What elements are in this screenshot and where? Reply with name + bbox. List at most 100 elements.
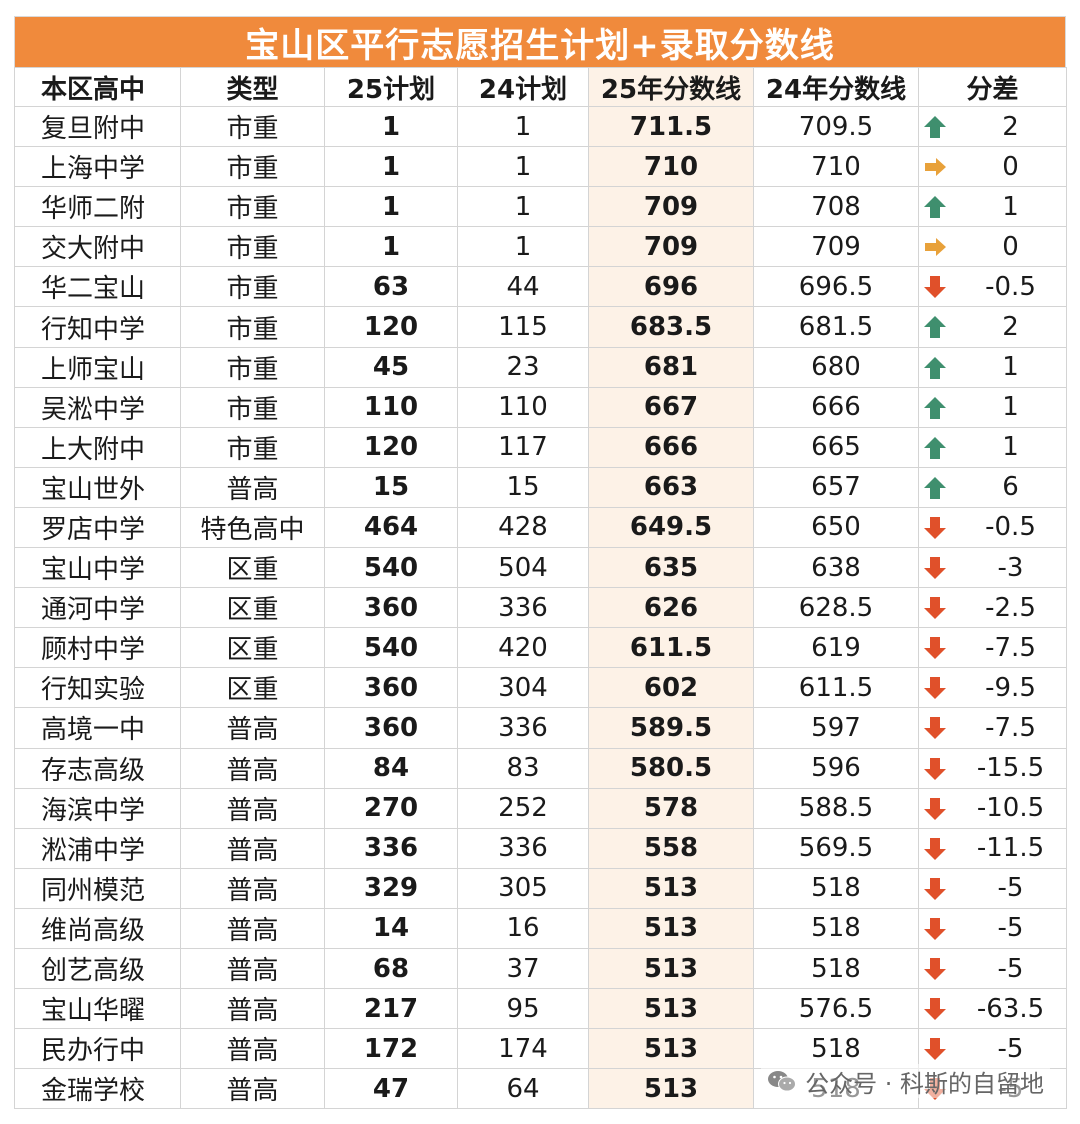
- score-diff-value: -2.5: [985, 592, 1036, 623]
- score-2025: 709: [588, 186, 754, 228]
- score-2025: 666: [588, 426, 754, 468]
- score-diff: -10.5: [918, 787, 1067, 829]
- plan-2025: 47: [324, 1068, 458, 1110]
- school-type: 普高: [180, 947, 325, 990]
- score-diff: 2: [918, 105, 1067, 148]
- score-diff: -0.5: [918, 266, 1067, 308]
- plan-2025: 360: [324, 587, 458, 629]
- score-2025: 709: [588, 226, 754, 268]
- score-diff-value: 0: [1002, 151, 1019, 182]
- school-type: 市重: [180, 346, 325, 388]
- school-name: 高境一中: [14, 707, 181, 749]
- header-plan24: 24计划: [457, 67, 589, 107]
- school-type: 普高: [180, 988, 325, 1030]
- plan-2025: 360: [324, 707, 458, 749]
- score-2024: 518: [753, 867, 919, 909]
- score-2024: 518: [753, 1028, 919, 1070]
- school-type: 市重: [180, 105, 325, 148]
- score-2024: 518: [753, 947, 919, 990]
- school-type: 普高: [180, 1028, 325, 1070]
- down-arrow-icon: [924, 998, 946, 1021]
- plan-2025: 1: [324, 226, 458, 268]
- school-type: 市重: [180, 226, 325, 268]
- score-diff: -3: [918, 547, 1067, 589]
- score-2025: 681: [588, 346, 754, 388]
- score-2025: 611.5: [588, 627, 754, 669]
- score-2024: 657: [753, 466, 919, 508]
- score-2025: 513: [588, 1068, 754, 1110]
- score-2025: 649.5: [588, 506, 754, 549]
- score-2024: 588.5: [753, 787, 919, 829]
- table-row: 存志高级 普高 84 83 580.5 596 -15.5: [14, 747, 1067, 789]
- school-name: 存志高级: [14, 747, 181, 789]
- score-2025: 513: [588, 1028, 754, 1070]
- school-name: 华师二附: [14, 186, 181, 228]
- plan-2025: 360: [324, 667, 458, 709]
- plan-2025: 45: [324, 346, 458, 388]
- school-type: 区重: [180, 547, 325, 589]
- score-2024: 596: [753, 747, 919, 789]
- plan-2025: 15: [324, 466, 458, 508]
- school-name: 通河中学: [14, 587, 181, 629]
- school-name: 金瑞学校: [14, 1068, 181, 1110]
- school-type: 市重: [180, 306, 325, 348]
- plan-2025: 63: [324, 266, 458, 308]
- table-row: 海滨中学 普高 270 252 578 588.5 -10.5: [14, 787, 1067, 829]
- score-2024: 666: [753, 386, 919, 428]
- table-row: 维尚高级 普高 14 16 513 518 -5: [14, 907, 1067, 949]
- plan-2024: 23: [457, 346, 589, 388]
- plan-2024: 1: [457, 226, 589, 268]
- right-arrow-icon: [925, 238, 946, 257]
- score-diff: -63.5: [918, 988, 1067, 1030]
- plan-2025: 14: [324, 907, 458, 949]
- down-arrow-icon: [924, 877, 946, 900]
- school-name: 复旦附中: [14, 105, 181, 148]
- down-arrow-icon: [924, 917, 946, 940]
- score-diff-value: -0.5: [985, 512, 1036, 543]
- score-diff-value: -3: [997, 552, 1024, 583]
- school-type: 区重: [180, 627, 325, 669]
- school-name: 民办行中: [14, 1028, 181, 1070]
- score-diff: 1: [918, 386, 1067, 428]
- score-2025: 635: [588, 547, 754, 589]
- plan-2024: 336: [457, 827, 589, 869]
- plan-2024: 305: [457, 867, 589, 909]
- plan-2024: 37: [457, 947, 589, 990]
- plan-2025: 1: [324, 186, 458, 228]
- down-arrow-icon: [924, 717, 946, 740]
- school-type: 市重: [180, 146, 325, 188]
- plan-2025: 540: [324, 627, 458, 669]
- table-row: 上大附中 市重 120 117 666 665 1: [14, 426, 1067, 468]
- school-name: 宝山中学: [14, 547, 181, 589]
- down-arrow-icon: [924, 677, 946, 700]
- school-type: 普高: [180, 466, 325, 508]
- score-2024: 576.5: [753, 988, 919, 1030]
- header-row: 本区高中 类型 25计划 24计划 25年分数线 24年分数线 分差: [14, 67, 1067, 107]
- table-row: 复旦附中 市重 1 1 711.5 709.5 2: [14, 105, 1067, 148]
- score-diff-value: -5: [997, 1033, 1024, 1064]
- score-2024: 708: [753, 186, 919, 228]
- school-name: 罗店中学: [14, 506, 181, 549]
- table-row: 华二宝山 市重 63 44 696 696.5 -0.5: [14, 266, 1067, 308]
- score-diff: 6: [918, 466, 1067, 508]
- plan-2024: 117: [457, 426, 589, 468]
- score-diff: -7.5: [918, 707, 1067, 749]
- school-name: 交大附中: [14, 226, 181, 268]
- up-arrow-icon: [924, 196, 946, 219]
- school-name: 行知实验: [14, 667, 181, 709]
- score-2024: 611.5: [753, 667, 919, 709]
- score-diff: -5: [918, 947, 1067, 990]
- score-2024: 710: [753, 146, 919, 188]
- score-diff-value: 2: [1002, 312, 1019, 343]
- table-title: 宝山区平行志愿招生计划+录取分数线: [14, 16, 1066, 67]
- score-2025: 663: [588, 466, 754, 508]
- score-table-sheet: 宝山区平行志愿招生计划+录取分数线 本区高中 类型 25计划 24计划 25年分…: [14, 16, 1067, 1110]
- score-2025: 589.5: [588, 707, 754, 749]
- plan-2025: 68: [324, 947, 458, 990]
- school-type: 市重: [180, 266, 325, 308]
- school-name: 行知中学: [14, 306, 181, 348]
- score-diff-value: -0.5: [985, 271, 1036, 302]
- school-name: 淞浦中学: [14, 827, 181, 869]
- table-row: 上海中学 市重 1 1 710 710 0: [14, 146, 1067, 188]
- plan-2024: 1: [457, 186, 589, 228]
